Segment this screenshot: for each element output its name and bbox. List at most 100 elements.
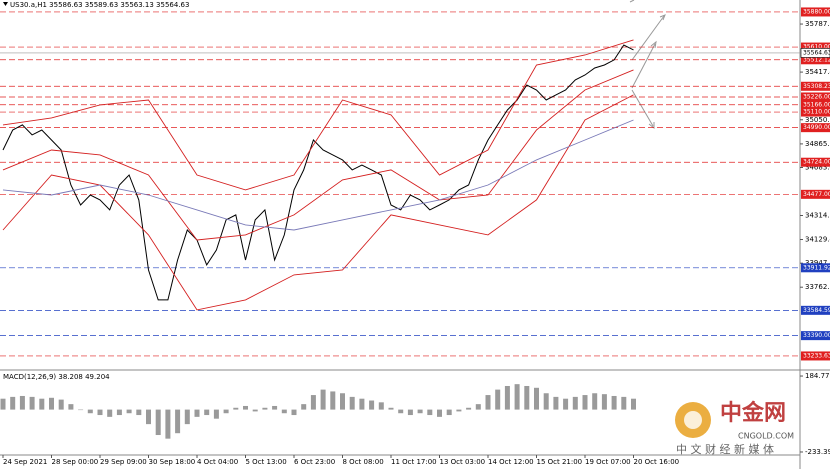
level-label-box xyxy=(801,263,830,273)
level-label: 35308.23 xyxy=(803,83,830,90)
macd-title: MACD(12,26,9) 38.208 49.204 xyxy=(3,373,110,381)
x-tick-label: 15 Oct 21:00 xyxy=(537,458,583,466)
macd-bar xyxy=(175,409,181,434)
x-tick-label: 29 Sep 09:00 xyxy=(100,458,147,466)
macd-bar xyxy=(349,396,355,410)
macd-bar xyxy=(524,385,530,410)
macd-bar xyxy=(611,395,617,410)
macd-bar xyxy=(388,407,394,410)
indicator-line xyxy=(2,94,634,311)
macd-bar xyxy=(563,398,569,410)
macd-bar xyxy=(184,409,190,425)
y-tick-label: 34314.20 xyxy=(805,211,830,219)
macd-bar xyxy=(272,405,278,410)
y-tick-label: 33947.40 xyxy=(805,259,830,267)
macd-bar xyxy=(58,399,64,410)
macd-bar xyxy=(68,404,74,410)
indicator-line xyxy=(2,119,634,231)
macd-bar xyxy=(340,393,345,410)
level-label-box xyxy=(801,123,830,133)
macd-bar xyxy=(378,402,384,410)
x-tick-label: 19 Oct 07:00 xyxy=(585,458,631,466)
level-label-box xyxy=(801,92,830,102)
x-tick-label: 24 Sep 2021 xyxy=(3,458,47,466)
macd-bar xyxy=(116,409,122,416)
chart-title: US30.a,H1 35586.63 35589.63 35563.13 355… xyxy=(10,1,189,9)
macd-bar xyxy=(291,409,297,416)
y-tick-label: 34865.00 xyxy=(805,140,830,148)
level-label: 33233.63 xyxy=(803,352,830,359)
level-label-box xyxy=(801,331,830,341)
price-line xyxy=(2,44,634,301)
y-tick-label: 34129.40 xyxy=(805,236,830,244)
macd-bar xyxy=(29,396,35,410)
level-label-box xyxy=(801,55,830,65)
macd-bar xyxy=(621,396,627,410)
macd-bar xyxy=(437,409,442,417)
macd-bar xyxy=(456,409,462,412)
x-tick-label: 5 Oct 13:00 xyxy=(246,458,287,466)
x-tick-label: 14 Oct 12:00 xyxy=(488,458,534,466)
macd-bar xyxy=(320,389,326,410)
level-label: 33911.92 xyxy=(803,264,830,271)
macd-bar xyxy=(592,393,598,410)
macd-bar xyxy=(369,400,375,410)
level-label: 34477.00 xyxy=(803,191,830,198)
watermark: 中金网 CNGOLD.COM 中 文 财 经 新 媒 体 xyxy=(675,400,794,456)
x-tick-label: 20 Oct 16:00 xyxy=(634,458,680,466)
macd-bar xyxy=(466,407,472,410)
macd-bar xyxy=(204,409,210,416)
macd-bar xyxy=(631,398,636,410)
macd-bar xyxy=(407,409,413,416)
indicator-line xyxy=(2,69,634,241)
macd-bar xyxy=(446,409,452,416)
macd-bar xyxy=(165,409,171,439)
macd-bar xyxy=(213,409,219,419)
macd-bar xyxy=(553,396,559,410)
macd-bar xyxy=(39,398,45,410)
macd-bar xyxy=(223,409,229,414)
macd-bar xyxy=(485,395,491,410)
symbol-arrow xyxy=(3,2,8,6)
macd-bar xyxy=(10,396,16,410)
level-label: 33390.00 xyxy=(803,332,830,339)
macd-bar xyxy=(514,384,520,410)
macd-bar xyxy=(262,407,268,410)
macd-bar xyxy=(252,409,258,412)
macd-bar xyxy=(601,394,607,410)
level-label-box xyxy=(801,189,830,199)
macd-bar xyxy=(194,409,200,417)
macd-bar xyxy=(504,385,510,410)
level-label: 35166.00 xyxy=(803,101,830,108)
y-tick-label: 35417.40 xyxy=(805,68,830,76)
macd-bar xyxy=(359,398,365,410)
x-tick-label: 13 Oct 03:00 xyxy=(440,458,486,466)
x-tick-label: 4 Oct 04:00 xyxy=(197,458,238,466)
y-tick-label: 35787.00 xyxy=(805,20,830,28)
watermark-site: CNGOLD.COM xyxy=(738,432,794,441)
macd-bar xyxy=(78,409,84,411)
y-tick-label: 34683.40 xyxy=(805,164,830,172)
macd-bar xyxy=(136,409,142,416)
macd-bar xyxy=(19,395,25,410)
x-tick-label: 6 Oct 23:00 xyxy=(294,458,335,466)
macd-bar xyxy=(0,398,6,410)
level-label-box xyxy=(801,42,830,52)
macd-bar xyxy=(155,409,161,436)
macd-bar xyxy=(534,387,539,410)
macd-bar xyxy=(301,404,307,410)
macd-bar xyxy=(107,409,113,417)
macd-bar xyxy=(427,409,433,416)
watermark-slogan: 中 文 财 经 新 媒 体 xyxy=(676,442,774,456)
x-tick-label: 11 Oct 17:00 xyxy=(391,458,437,466)
y-tick-label: -233.39 xyxy=(805,448,830,456)
level-label: 35610.00 xyxy=(803,44,830,51)
level-label: 35512.12 xyxy=(803,56,830,63)
macd-bar xyxy=(97,409,103,416)
macd-bar xyxy=(310,395,316,410)
y-tick-label: 33762.60 xyxy=(805,283,830,291)
level-label-box xyxy=(801,351,830,361)
level-label: 34990.00 xyxy=(803,124,830,131)
